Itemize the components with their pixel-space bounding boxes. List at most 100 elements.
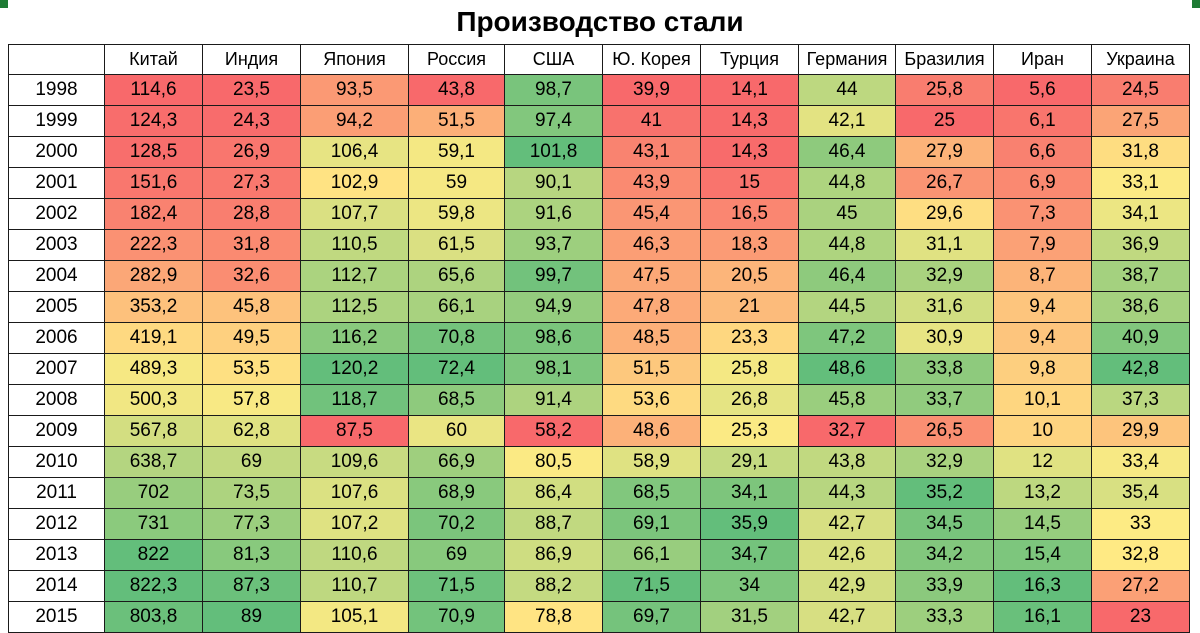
value-cell: 43,8 [408,74,505,106]
value-cell: 37,3 [1091,384,1190,416]
value-cell: 70,2 [408,508,505,540]
value-cell: 7,9 [993,229,1092,261]
header-corner-cell [8,44,105,75]
year-cell: 2004 [8,260,105,292]
value-cell: 31,1 [895,229,994,261]
value-cell: 10 [993,415,1092,447]
value-cell: 93,5 [300,74,409,106]
year-cell: 2006 [8,322,105,354]
column-header: Индия [202,44,301,75]
value-cell: 34,5 [895,508,994,540]
value-cell: 112,5 [300,291,409,323]
value-cell: 86,4 [504,477,603,509]
value-cell: 500,3 [104,384,203,416]
value-cell: 94,2 [300,105,409,137]
column-header: Россия [408,44,505,75]
value-cell: 106,4 [300,136,409,168]
value-cell: 14,3 [700,136,799,168]
value-cell: 87,5 [300,415,409,447]
table-row: 2015 803,8 89 105,1 70,9 78,8 69,7 31,5 42,7 33,3… [8,601,1190,633]
column-header: Ю. Корея [602,44,701,75]
value-cell: 46,4 [798,260,896,292]
value-cell: 14,5 [993,508,1092,540]
value-cell: 124,3 [104,105,203,137]
value-cell: 33,4 [1091,446,1190,478]
year-cell: 2001 [8,167,105,199]
value-cell: 116,2 [300,322,409,354]
table-row: 2000 128,5 26,9 106,4 59,1 101,8 43,1 14,3 46,4 2… [8,136,1190,168]
value-cell: 41 [602,105,701,137]
value-cell: 26,5 [895,415,994,447]
column-header: Япония [300,44,409,75]
value-cell: 58,2 [504,415,603,447]
value-cell: 35,9 [700,508,799,540]
value-cell: 10,1 [993,384,1092,416]
value-cell: 26,7 [895,167,994,199]
value-cell: 48,6 [602,415,701,447]
value-cell: 110,5 [300,229,409,261]
value-cell: 353,2 [104,291,203,323]
value-cell: 51,5 [408,105,505,137]
year-cell: 2013 [8,539,105,571]
value-cell: 9,4 [993,291,1092,323]
value-cell: 6,1 [993,105,1092,137]
value-cell: 182,4 [104,198,203,230]
value-cell: 47,2 [798,322,896,354]
value-cell: 45 [798,198,896,230]
value-cell: 118,7 [300,384,409,416]
value-cell: 51,5 [602,353,701,385]
value-cell: 61,5 [408,229,505,261]
value-cell: 282,9 [104,260,203,292]
value-cell: 70,9 [408,601,505,633]
value-cell: 71,5 [602,570,701,602]
value-cell: 33,8 [895,353,994,385]
value-cell: 59 [408,167,505,199]
value-cell: 25,8 [700,353,799,385]
value-cell: 44 [798,74,896,106]
year-cell: 2011 [8,477,105,509]
value-cell: 66,1 [408,291,505,323]
value-cell: 68,5 [602,477,701,509]
value-cell: 27,2 [1091,570,1190,602]
value-cell: 44,8 [798,167,896,199]
value-cell: 53,5 [202,353,301,385]
value-cell: 59,1 [408,136,505,168]
value-cell: 57,8 [202,384,301,416]
value-cell: 91,4 [504,384,603,416]
value-cell: 151,6 [104,167,203,199]
value-cell: 731 [104,508,203,540]
year-cell: 2014 [8,570,105,602]
value-cell: 48,5 [602,322,701,354]
year-cell: 2010 [8,446,105,478]
table-row: 2010 638,7 69 109,6 66,9 80,5 58,9 29,1 43,8 32,9… [8,446,1190,478]
value-cell: 87,3 [202,570,301,602]
value-cell: 28,8 [202,198,301,230]
value-cell: 42,8 [1091,353,1190,385]
value-cell: 66,1 [602,539,701,571]
table-row: 2006 419,1 49,5 116,2 70,8 98,6 48,5 23,3 47,2 30… [8,322,1190,354]
value-cell: 16,3 [993,570,1092,602]
value-cell: 419,1 [104,322,203,354]
value-cell: 45,8 [202,291,301,323]
value-cell: 15 [700,167,799,199]
value-cell: 109,6 [300,446,409,478]
value-cell: 21 [700,291,799,323]
value-cell: 567,8 [104,415,203,447]
value-cell: 35,2 [895,477,994,509]
year-cell: 2005 [8,291,105,323]
value-cell: 98,6 [504,322,603,354]
value-cell: 80,5 [504,446,603,478]
value-cell: 26,8 [700,384,799,416]
column-header: Германия [798,44,896,75]
value-cell: 77,3 [202,508,301,540]
table-row: 2002 182,4 28,8 107,7 59,8 91,6 45,4 16,5 45 29,6… [8,198,1190,230]
table-row: 2011 702 73,5 107,6 68,9 86,4 68,5 34,1 44,3 35,2… [8,477,1190,509]
value-cell: 18,3 [700,229,799,261]
value-cell: 8,7 [993,260,1092,292]
column-header: Китай [104,44,203,75]
value-cell: 70,8 [408,322,505,354]
value-cell: 128,5 [104,136,203,168]
value-cell: 32,9 [895,446,994,478]
table-row: 2008 500,3 57,8 118,7 68,5 91,4 53,6 26,8 45,8 33… [8,384,1190,416]
table-row: 2003 222,3 31,8 110,5 61,5 93,7 46,3 18,3 44,8 31… [8,229,1190,261]
